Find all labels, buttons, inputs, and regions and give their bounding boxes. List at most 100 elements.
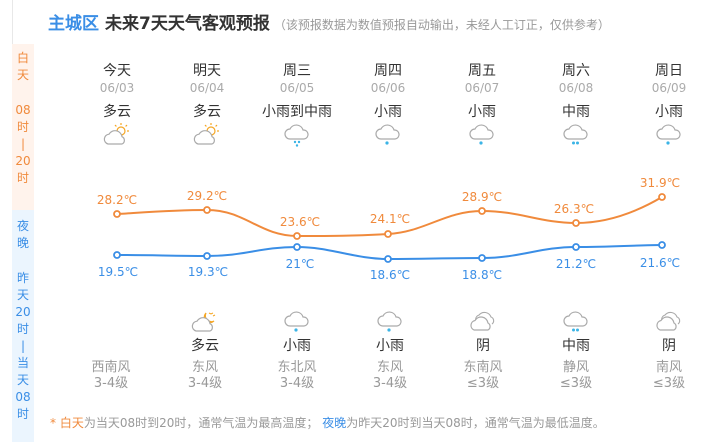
wind-direction: 南风 [655,360,682,375]
wind-direction: 东风 [376,360,403,375]
night-weather: 中雨 [562,338,590,354]
low-temp-label: 18.8℃ [461,268,503,282]
night-weather: 小雨 [283,338,311,354]
day-weather: 中雨 [562,104,590,120]
footnote-star: * [50,416,56,430]
light-rain-icon [437,122,527,150]
wind-direction: 西南风 [91,360,131,375]
high-temp-point [203,206,211,214]
daytime-label-strip: 白 天 08 时 | 20 时 [12,44,34,210]
footer-day-desc: 为当天08时到20时，通常气温为最高温度； [83,416,319,430]
night-label-char: 夜 [16,219,29,233]
night-weather: 阴 [476,338,490,354]
footer-night-desc: 为昨天20时到当天08时，通常气温为最低温度。 [346,416,605,430]
high-temp-label: 26.3℃ [553,202,595,216]
high-temp-point [113,210,121,218]
light-rain-icon [343,122,433,150]
night-label-char: 昨 [16,271,29,285]
day-label-char: 08 [15,103,31,117]
day-weather: 多云 [193,104,221,120]
low-temp-point [478,254,486,262]
day-label-char: 20 [15,154,31,168]
high-temp-label: 28.2℃ [96,193,138,207]
high-temp-point [293,232,301,240]
low-temp-point [658,241,666,249]
moderate-rain-icon [531,309,621,337]
city-name[interactable]: 主城区 [48,14,99,34]
wind-direction: 东南风 [463,360,503,375]
light-rain-icon [624,122,714,150]
wind-level: ≤3级 [652,376,686,391]
low-temp-label: 21℃ [285,257,315,271]
low-temp-point [572,243,580,251]
day-date: 06/05 [279,81,315,95]
footer-night-label: 夜晚 [322,416,347,430]
high-temp-label: 29.2℃ [186,189,228,203]
night-label-char: | [20,339,26,353]
day-label-char: 时 [16,120,29,134]
night-label-char: 08 [15,390,31,404]
high-temp-label: 24.1℃ [369,212,411,226]
wind-level: ≤3级 [466,376,500,391]
night-label-char: 时 [16,322,29,336]
high-temp-label: 23.6℃ [279,215,321,229]
wind-level: ≤3级 [559,376,593,391]
night-label-char: 时 [16,407,29,421]
day-weather: 小雨到中雨 [262,104,332,120]
day-name: 周四 [374,63,402,79]
low-temp-label: 19.3℃ [187,265,229,279]
wind-direction: 东风 [191,360,218,375]
wind-level: 3-4级 [93,376,129,391]
high-temp-label: 31.9℃ [639,176,681,190]
day-date: 06/03 [99,81,135,95]
partly-cloudy-night-icon [160,309,250,337]
footer-note: * 白天为当天08时到20时，通常气温为最高温度； 夜晚为昨天20时到当天08时… [50,414,605,431]
wind-level: 3-4级 [187,376,223,391]
overcast-icon [624,309,714,337]
footer-day-label: 白天 [59,416,84,430]
low-temp-label: 21.6℃ [639,256,681,270]
night-label-char: 20 [15,305,31,319]
low-temp-label: 21.2℃ [555,257,597,271]
high-temp-point [384,230,392,238]
low-temp-label: 19.5℃ [97,265,139,279]
high-temp-label: 28.9℃ [461,190,503,204]
wind-direction: 东北风 [277,360,317,375]
high-temp-point [478,207,486,215]
low-temp-point [293,243,301,251]
night-weather: 阴 [662,338,676,354]
low-temp-label: 18.6℃ [369,268,411,282]
day-date: 06/09 [651,81,687,95]
wind-info: 东风 3-4级 [345,360,435,392]
night-weather: 多云 [191,338,219,354]
night-label-char: 晚 [16,236,29,250]
overcast-icon [438,309,528,337]
light-rain-icon [345,309,435,337]
wind-direction: 静风 [562,360,589,375]
day-weather: 多云 [103,104,131,120]
night-label-char: 当 [16,356,29,370]
night-weather: 小雨 [376,338,404,354]
high-temp-point [572,219,580,227]
night-label-char: 天 [16,288,29,302]
day-label-char: | [20,137,26,151]
day-date: 06/08 [558,81,594,95]
nighttime-label-strip: 夜 晚 昨 天 20 时 | 当 天 08 时 [12,210,34,442]
wind-info: 静风 ≤3级 [531,360,621,392]
forecast-title: 未来7天天气客观预报 [105,14,270,34]
moderate-rain-icon [531,122,621,150]
day-label-char: 白 [16,51,29,65]
night-label-char: 天 [16,373,29,387]
day-weather: 小雨 [468,104,496,120]
wind-info: 南风 ≤3级 [624,360,714,392]
light-rain-icon [252,309,342,337]
wind-info: 东风 3-4级 [160,360,250,392]
low-temp-point [113,251,121,259]
day-date: 06/06 [370,81,406,95]
day-name: 明天 [193,63,221,79]
day-name: 周三 [283,63,311,79]
day-weather: 小雨 [655,104,683,120]
low-temp-point [384,255,392,263]
day-name: 周五 [468,63,496,79]
